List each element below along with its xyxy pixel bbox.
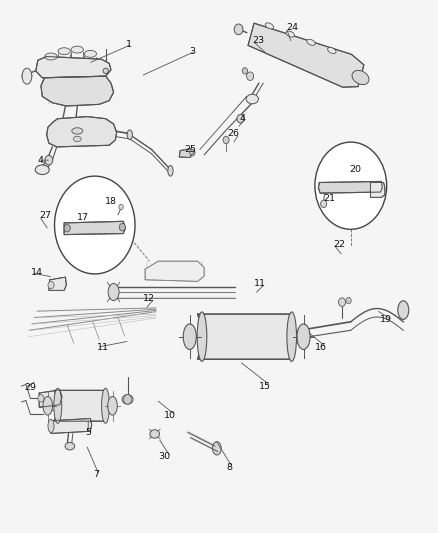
Text: 24: 24 <box>286 23 297 32</box>
Ellipse shape <box>73 136 81 142</box>
Polygon shape <box>49 277 66 290</box>
Text: 14: 14 <box>31 269 43 277</box>
Circle shape <box>189 150 194 156</box>
Text: 10: 10 <box>163 411 175 420</box>
Circle shape <box>246 72 253 80</box>
Ellipse shape <box>65 442 74 450</box>
Circle shape <box>233 24 242 35</box>
Ellipse shape <box>58 48 70 55</box>
Ellipse shape <box>127 130 132 140</box>
Circle shape <box>119 204 123 209</box>
Circle shape <box>45 156 53 165</box>
Circle shape <box>237 115 244 123</box>
Circle shape <box>124 394 131 404</box>
Polygon shape <box>318 181 381 193</box>
Circle shape <box>119 223 125 231</box>
Ellipse shape <box>246 94 258 104</box>
Ellipse shape <box>35 165 49 174</box>
Ellipse shape <box>265 23 273 29</box>
Text: 27: 27 <box>39 212 51 221</box>
Ellipse shape <box>45 53 57 60</box>
Circle shape <box>320 200 326 207</box>
Text: 15: 15 <box>258 382 271 391</box>
Polygon shape <box>49 418 92 433</box>
Ellipse shape <box>101 388 109 423</box>
Circle shape <box>242 68 247 74</box>
Text: 17: 17 <box>77 213 89 222</box>
Ellipse shape <box>108 284 119 301</box>
Polygon shape <box>370 182 384 197</box>
Ellipse shape <box>296 324 309 350</box>
Polygon shape <box>64 221 125 235</box>
Ellipse shape <box>197 312 206 361</box>
Ellipse shape <box>103 68 108 74</box>
Ellipse shape <box>167 165 173 176</box>
Circle shape <box>314 142 386 229</box>
Ellipse shape <box>72 128 82 134</box>
Ellipse shape <box>122 394 133 404</box>
Ellipse shape <box>285 31 294 37</box>
Ellipse shape <box>84 51 96 58</box>
Text: 16: 16 <box>314 343 326 352</box>
Polygon shape <box>41 76 113 106</box>
Text: 19: 19 <box>379 315 392 324</box>
Text: 11: 11 <box>97 343 109 352</box>
Text: 5: 5 <box>85 428 91 437</box>
Ellipse shape <box>22 68 32 84</box>
Text: 4: 4 <box>239 114 245 123</box>
Text: 22: 22 <box>332 240 345 249</box>
Text: 12: 12 <box>142 294 154 303</box>
Ellipse shape <box>71 46 83 53</box>
Ellipse shape <box>183 324 196 350</box>
Text: 25: 25 <box>184 145 196 154</box>
Circle shape <box>38 394 44 402</box>
Text: 23: 23 <box>252 36 264 45</box>
Ellipse shape <box>43 397 53 415</box>
Circle shape <box>54 176 135 274</box>
Polygon shape <box>197 314 297 359</box>
Circle shape <box>338 298 345 306</box>
Polygon shape <box>39 390 62 407</box>
Ellipse shape <box>107 397 117 415</box>
Ellipse shape <box>327 47 335 53</box>
Ellipse shape <box>286 312 296 361</box>
Text: 20: 20 <box>349 165 361 174</box>
Polygon shape <box>35 56 111 78</box>
Polygon shape <box>179 149 192 158</box>
Text: 18: 18 <box>104 197 117 206</box>
Polygon shape <box>46 117 117 147</box>
Circle shape <box>223 136 229 144</box>
Text: 7: 7 <box>93 471 99 479</box>
Text: 8: 8 <box>226 463 232 472</box>
Ellipse shape <box>212 442 221 455</box>
Polygon shape <box>54 390 109 421</box>
Text: 21: 21 <box>323 194 335 203</box>
Text: 3: 3 <box>189 47 195 55</box>
Circle shape <box>64 224 70 232</box>
Text: 30: 30 <box>158 453 170 462</box>
Ellipse shape <box>397 301 408 319</box>
Ellipse shape <box>150 430 159 438</box>
Circle shape <box>345 297 350 304</box>
Circle shape <box>48 281 54 289</box>
Polygon shape <box>247 23 363 87</box>
Polygon shape <box>145 261 204 281</box>
Ellipse shape <box>306 39 314 45</box>
Text: 29: 29 <box>25 383 37 392</box>
Text: 11: 11 <box>253 279 265 288</box>
Text: 26: 26 <box>227 129 239 138</box>
Ellipse shape <box>351 70 368 85</box>
Ellipse shape <box>48 419 54 433</box>
Text: 4: 4 <box>38 156 44 165</box>
Ellipse shape <box>54 388 62 423</box>
Text: 1: 1 <box>126 40 132 49</box>
